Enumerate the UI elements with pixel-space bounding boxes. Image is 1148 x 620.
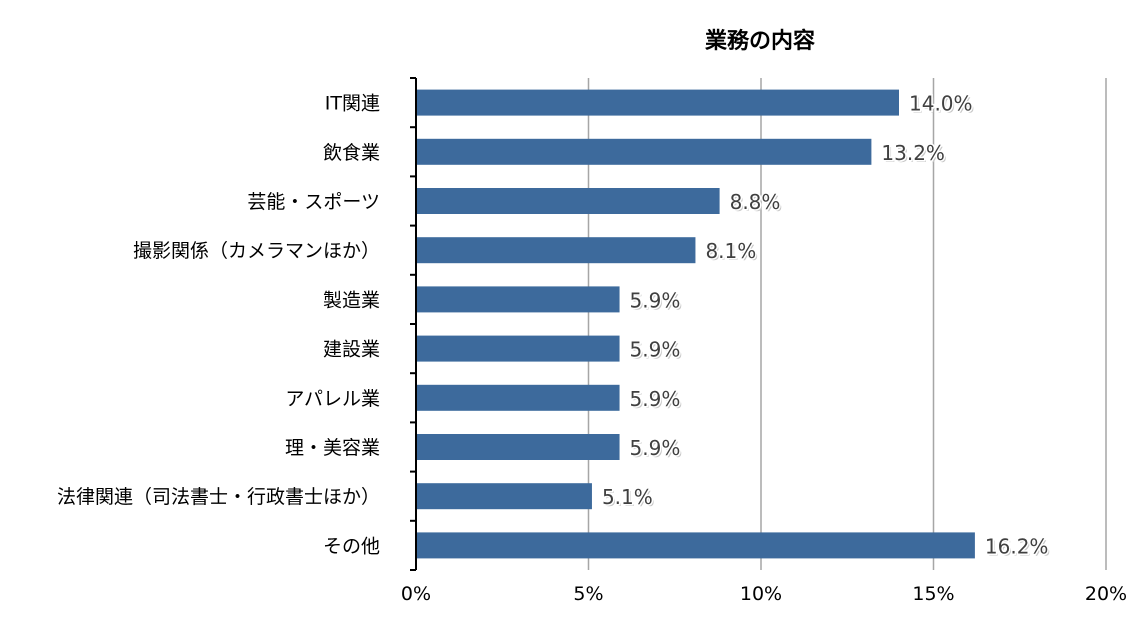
category-label-9: その他	[323, 535, 380, 557]
x-tick-label-5: 5%	[573, 583, 603, 605]
bar-4	[416, 286, 620, 313]
data-label-shadow-3: 8.1%	[707, 241, 758, 265]
x-tick-label-10: 10%	[740, 583, 782, 605]
category-label-0: IT関連	[325, 93, 380, 115]
data-label-shadow-9: 16.2%	[987, 536, 1051, 560]
data-label-8: 5.1%	[602, 485, 653, 509]
bar-8	[416, 483, 592, 510]
axes	[410, 77, 417, 571]
data-label-shadow-5: 5.9%	[632, 340, 683, 364]
data-label-5: 5.9%	[630, 338, 681, 362]
category-label-7: 理・美容業	[285, 437, 380, 459]
bar-1	[416, 138, 872, 165]
data-label-2: 8.8%	[730, 190, 781, 214]
data-label-6: 5.9%	[630, 387, 681, 411]
data-label-shadow-2: 8.8%	[732, 192, 783, 216]
data-label-shadow-1: 13.2%	[883, 143, 947, 167]
bar-0	[416, 89, 899, 116]
data-label-shadow-7: 5.9%	[632, 438, 683, 462]
category-label-5: 建設業	[323, 339, 380, 361]
category-label-1: 飲食業	[323, 142, 380, 164]
data-label-shadow-8: 5.1%	[604, 487, 655, 511]
bar-7	[416, 434, 620, 460]
data-label-1: 13.2%	[881, 141, 945, 165]
bar-5	[416, 335, 620, 362]
data-label-shadow-0: 14.0%	[911, 94, 975, 118]
x-tick-label-15: 15%	[912, 583, 954, 605]
data-label-shadow-6: 5.9%	[632, 389, 683, 413]
bar-6	[416, 384, 620, 411]
bar-2	[416, 188, 720, 214]
data-label-9: 16.2%	[985, 534, 1049, 558]
data-label-7: 5.9%	[630, 436, 681, 460]
category-label-4: 製造業	[323, 289, 380, 311]
labels: IT関連 14.0%14.0%飲食業 13.2%13.2%芸能・スポーツ 8.8%8.…	[57, 90, 1127, 605]
category-label-3: 撮影関係（カメラマンほか）	[133, 240, 380, 262]
bar-9	[416, 532, 975, 559]
data-label-3: 8.1%	[705, 239, 756, 263]
chart-title: 業務の内容	[705, 28, 815, 54]
category-label-2: 芸能・スポーツ	[247, 191, 380, 213]
category-label-6: アパレル業	[285, 388, 380, 410]
data-label-4: 5.9%	[630, 288, 681, 312]
data-label-0: 14.0%	[909, 92, 973, 116]
bar-3	[416, 237, 696, 264]
category-label-8: 法律関連（司法書士・行政書士ほか）	[57, 486, 380, 508]
x-tick-label-0: 0%	[401, 583, 431, 605]
x-tick-label-20: 20%	[1085, 583, 1127, 605]
data-label-shadow-4: 5.9%	[632, 290, 683, 314]
bars	[416, 89, 975, 559]
